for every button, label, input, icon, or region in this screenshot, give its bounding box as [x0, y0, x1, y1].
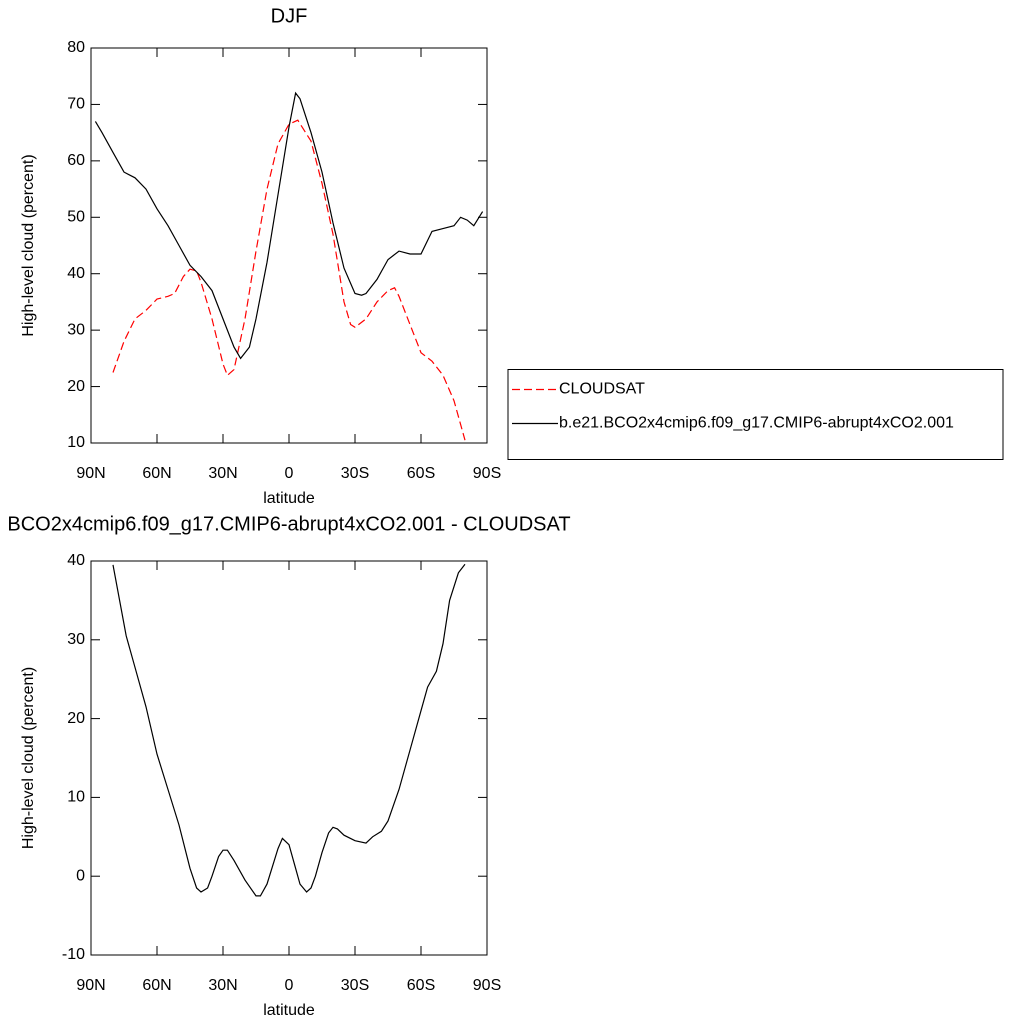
x-tick-label: 0	[285, 977, 294, 994]
y-tick-label: 10	[67, 434, 85, 451]
series-line	[94, 91, 484, 360]
plot-frame	[90, 560, 488, 956]
x-tick-label: 60S	[407, 977, 435, 994]
chart-title: DJF	[271, 5, 308, 27]
y-tick-label: 70	[67, 96, 85, 113]
x-tick-label: 60S	[407, 465, 435, 482]
chart-title: BCO2x4cmip6.f09_g17.CMIP6-abrupt4xCO2.00…	[7, 513, 570, 535]
y-tick-label: 60	[67, 152, 85, 169]
y-axis-label: High-level cloud (percent)	[20, 667, 37, 849]
x-tick-label: 90S	[473, 465, 501, 482]
x-tick-label: 30N	[208, 977, 237, 994]
y-tick-label: -10	[62, 946, 85, 963]
legend-box	[507, 369, 1004, 460]
y-tick-label: 40	[67, 265, 85, 282]
y-tick-label: 10	[67, 789, 85, 806]
x-tick-label: 90N	[76, 977, 105, 994]
y-tick-label: 20	[67, 710, 85, 727]
y-tick-label: 50	[67, 209, 85, 226]
legend-label: CLOUDSAT	[559, 381, 645, 398]
y-tick-label: 40	[67, 552, 85, 569]
y-tick-label: 0	[76, 867, 85, 884]
legend-label: b.e21.BCO2x4cmip6.f09_g17.CMIP6-abrupt4x…	[559, 415, 954, 432]
y-tick-label: 20	[67, 378, 85, 395]
y-tick-label: 30	[67, 631, 85, 648]
x-axis-label: latitude	[263, 1002, 315, 1019]
x-tick-label: 0	[285, 465, 294, 482]
y-axis-label: High-level cloud (percent)	[20, 154, 37, 336]
x-tick-label: 60N	[142, 977, 171, 994]
series-line	[112, 119, 466, 441]
plot-frame	[90, 47, 488, 444]
x-tick-label: 60N	[142, 465, 171, 482]
x-tick-label: 90S	[473, 977, 501, 994]
x-tick-label: 30N	[208, 465, 237, 482]
x-axis-label: latitude	[263, 490, 315, 507]
x-tick-label: 30S	[341, 465, 369, 482]
x-tick-label: 90N	[76, 465, 105, 482]
y-tick-label: 80	[67, 39, 85, 56]
y-tick-label: 30	[67, 321, 85, 338]
series-line	[112, 563, 466, 897]
x-tick-label: 30S	[341, 977, 369, 994]
